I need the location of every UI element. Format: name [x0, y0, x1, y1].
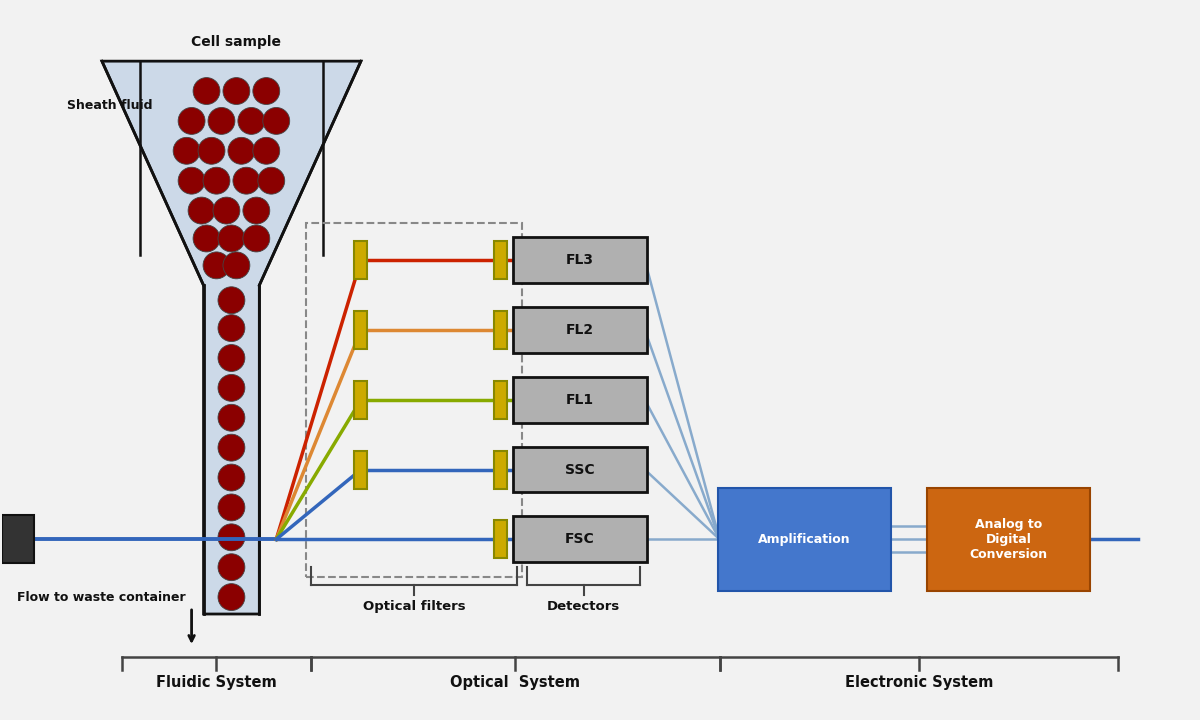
- Circle shape: [218, 345, 245, 372]
- Circle shape: [198, 138, 224, 164]
- Text: Flow to waste container: Flow to waste container: [17, 590, 186, 603]
- FancyBboxPatch shape: [514, 446, 647, 492]
- Circle shape: [193, 225, 220, 252]
- FancyBboxPatch shape: [354, 311, 367, 349]
- FancyBboxPatch shape: [514, 377, 647, 423]
- FancyBboxPatch shape: [494, 381, 506, 419]
- Text: Detectors: Detectors: [547, 600, 620, 613]
- Circle shape: [212, 197, 240, 224]
- FancyBboxPatch shape: [494, 451, 506, 488]
- Bar: [306, 222, 522, 577]
- Circle shape: [233, 167, 260, 194]
- Circle shape: [218, 524, 245, 551]
- Circle shape: [203, 252, 230, 279]
- Circle shape: [218, 494, 245, 521]
- FancyBboxPatch shape: [354, 381, 367, 419]
- Circle shape: [218, 554, 245, 580]
- Circle shape: [208, 107, 235, 135]
- Text: Electronic System: Electronic System: [845, 675, 992, 690]
- Circle shape: [218, 584, 245, 611]
- FancyBboxPatch shape: [494, 311, 506, 349]
- Circle shape: [242, 225, 270, 252]
- Text: Sheath fluid: Sheath fluid: [67, 99, 152, 112]
- Text: FL1: FL1: [566, 393, 594, 407]
- Circle shape: [178, 107, 205, 135]
- Circle shape: [218, 225, 245, 252]
- Circle shape: [218, 374, 245, 401]
- Circle shape: [218, 315, 245, 341]
- FancyBboxPatch shape: [354, 241, 367, 279]
- Circle shape: [218, 405, 245, 431]
- Text: FL2: FL2: [566, 323, 594, 337]
- Circle shape: [253, 78, 280, 104]
- Text: FSC: FSC: [565, 532, 595, 546]
- FancyBboxPatch shape: [514, 516, 647, 562]
- Circle shape: [193, 78, 220, 104]
- Circle shape: [218, 434, 245, 461]
- Circle shape: [178, 167, 205, 194]
- Text: Analog to
Digital
Conversion: Analog to Digital Conversion: [970, 518, 1048, 561]
- Circle shape: [242, 197, 270, 224]
- Text: Optical  System: Optical System: [450, 675, 581, 690]
- Circle shape: [223, 78, 250, 104]
- Circle shape: [253, 138, 280, 164]
- FancyBboxPatch shape: [494, 521, 506, 558]
- Text: Fluidic System: Fluidic System: [156, 675, 277, 690]
- Circle shape: [173, 138, 200, 164]
- Circle shape: [258, 167, 284, 194]
- FancyBboxPatch shape: [354, 451, 367, 488]
- FancyBboxPatch shape: [514, 238, 647, 283]
- Text: Amplification: Amplification: [758, 533, 851, 546]
- FancyBboxPatch shape: [926, 487, 1090, 591]
- FancyBboxPatch shape: [2, 516, 34, 563]
- Circle shape: [218, 287, 245, 314]
- Circle shape: [223, 252, 250, 279]
- FancyBboxPatch shape: [718, 487, 890, 591]
- Circle shape: [263, 107, 289, 135]
- Circle shape: [228, 138, 254, 164]
- FancyBboxPatch shape: [514, 307, 647, 353]
- Text: Optical filters: Optical filters: [362, 600, 466, 613]
- Circle shape: [218, 464, 245, 491]
- Polygon shape: [102, 61, 361, 614]
- Text: FL3: FL3: [566, 253, 594, 267]
- Text: SSC: SSC: [565, 462, 595, 477]
- Circle shape: [238, 107, 265, 135]
- FancyBboxPatch shape: [494, 241, 506, 279]
- Circle shape: [203, 167, 230, 194]
- Circle shape: [188, 197, 215, 224]
- Text: Cell sample: Cell sample: [192, 35, 282, 49]
